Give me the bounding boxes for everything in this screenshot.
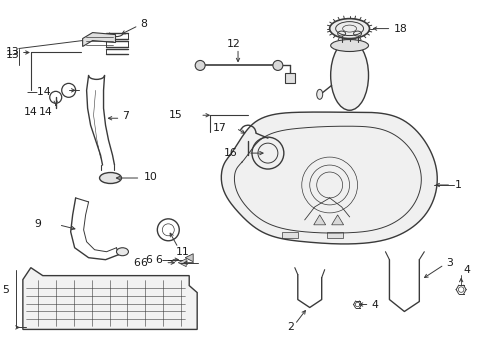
Text: 9: 9	[34, 219, 41, 229]
Polygon shape	[285, 73, 294, 84]
Text: 10: 10	[143, 172, 157, 182]
Text: 1: 1	[454, 180, 461, 190]
Text: 16: 16	[224, 148, 238, 158]
Text: —14: —14	[26, 87, 51, 97]
Text: 6: 6	[140, 258, 147, 268]
Text: 6: 6	[133, 258, 140, 268]
Text: 2: 2	[286, 323, 293, 332]
Text: 12: 12	[227, 39, 241, 49]
Ellipse shape	[316, 89, 322, 99]
Text: 13: 13	[6, 48, 20, 58]
Polygon shape	[185, 254, 193, 262]
Ellipse shape	[100, 172, 121, 184]
Text: 14: 14	[39, 107, 52, 117]
Ellipse shape	[329, 19, 369, 39]
Text: 18: 18	[393, 24, 407, 33]
Bar	[68, 288, 90, 302]
Text: 6—: 6—	[155, 255, 173, 265]
Text: 6: 6	[145, 255, 152, 265]
Text: 8: 8	[140, 19, 147, 28]
Polygon shape	[23, 268, 197, 329]
Bar	[142, 288, 164, 302]
Ellipse shape	[330, 40, 368, 51]
Circle shape	[272, 60, 282, 71]
Text: 17: 17	[212, 123, 225, 133]
Polygon shape	[221, 112, 436, 244]
Circle shape	[195, 60, 205, 71]
Polygon shape	[178, 259, 186, 267]
Polygon shape	[331, 215, 343, 225]
Polygon shape	[313, 215, 325, 225]
Bar	[326, 232, 342, 238]
Text: 15: 15	[168, 110, 182, 120]
Text: 3: 3	[446, 258, 452, 268]
Text: 4: 4	[462, 265, 469, 275]
Text: 7: 7	[122, 111, 129, 121]
Ellipse shape	[116, 248, 128, 256]
Text: 5: 5	[2, 284, 9, 294]
Ellipse shape	[330, 41, 368, 110]
Bar	[281, 232, 297, 238]
Polygon shape	[82, 32, 115, 46]
Bar	[105, 288, 127, 302]
Text: 13: 13	[6, 50, 20, 60]
Text: 4: 4	[371, 300, 378, 310]
Bar	[36, 288, 58, 302]
Text: 11: 11	[176, 247, 190, 257]
Text: 14: 14	[24, 107, 38, 117]
